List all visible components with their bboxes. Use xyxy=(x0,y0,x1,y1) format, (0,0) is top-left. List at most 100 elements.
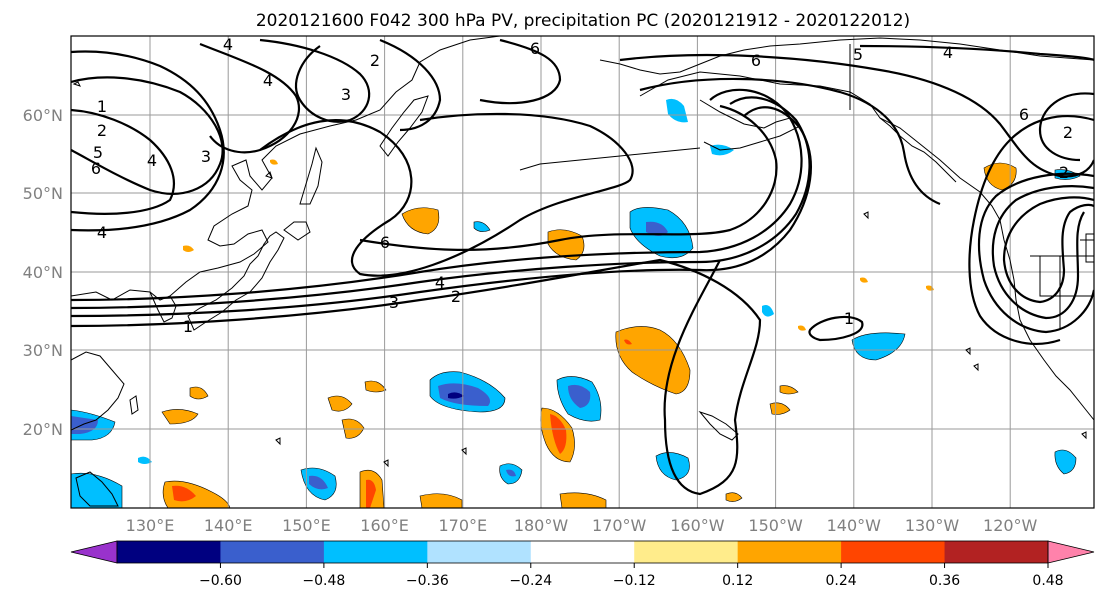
border-states xyxy=(1039,233,1094,330)
colorbar-extend-min xyxy=(70,540,118,564)
coastline-asia xyxy=(71,36,501,301)
colorbar-tick-label: −0.36 xyxy=(406,573,449,589)
shade-blob xyxy=(1054,449,1077,475)
shade-blob xyxy=(162,480,231,508)
precipitation-shading xyxy=(71,98,1081,508)
island xyxy=(72,81,81,87)
contour-label: 4 xyxy=(147,151,157,170)
shade-blob xyxy=(798,325,806,331)
colorbar-bin xyxy=(841,541,946,563)
pv-contours xyxy=(71,38,1094,496)
shade-blob xyxy=(983,162,1017,191)
contour-label: 6 xyxy=(530,39,540,58)
coastline-aleutians xyxy=(519,147,701,171)
coastline-canada xyxy=(879,117,957,183)
longitude-tick-label: 170°E xyxy=(438,516,487,535)
shade-blob xyxy=(624,339,632,345)
coastlines xyxy=(71,36,1094,507)
coastline-japan xyxy=(187,231,285,331)
shade-blob xyxy=(568,384,591,408)
shade-blob xyxy=(473,221,491,232)
contour-label: 5 xyxy=(93,143,103,162)
contour-label: 4 xyxy=(223,35,233,54)
pv-contour-top-b xyxy=(199,42,301,154)
island xyxy=(973,363,979,372)
shade-blob xyxy=(860,277,868,283)
coastline-china-south xyxy=(71,351,125,431)
latitude-tick-label: 30°N xyxy=(23,341,63,360)
pv-contour-right-d xyxy=(968,115,1094,345)
shade-blob xyxy=(550,414,567,454)
contour-label: 4 xyxy=(97,223,107,242)
shade-blob xyxy=(189,386,209,400)
longitude-tick-label: 150°W xyxy=(748,516,803,535)
latitude-tick-labels: 60°N 50°N 40°N 30°N 20°N xyxy=(23,106,63,439)
shade-blob xyxy=(655,452,690,481)
contour-label: 5 xyxy=(853,45,863,64)
longitude-tick-label: 170°W xyxy=(592,516,647,535)
coastline-north-america xyxy=(1015,299,1094,421)
pv-contour-right-b xyxy=(991,185,1094,320)
colorbar-bin xyxy=(220,541,325,563)
shade-blob xyxy=(559,492,607,508)
longitude-tick-label: 140°E xyxy=(204,516,253,535)
colorbar-tick-label: −0.24 xyxy=(509,573,552,589)
longitude-tick-label: 130°E xyxy=(126,516,175,535)
shade-blob xyxy=(183,245,194,252)
shade-blob xyxy=(725,492,743,502)
coastline-philippines xyxy=(75,471,119,507)
island xyxy=(265,171,273,179)
longitude-tick-label: 160°E xyxy=(360,516,409,535)
island xyxy=(965,347,971,356)
colorbar-bin xyxy=(117,541,221,563)
coastline-kamchatka xyxy=(379,95,429,157)
coastline-alaska-peninsula xyxy=(699,99,801,151)
pv-contour-small xyxy=(808,315,864,342)
pv-contour-right-a xyxy=(1002,196,1094,304)
colorbar-extend-max xyxy=(1047,540,1095,564)
pv-contour-bering xyxy=(639,77,941,206)
contour-label: 2 xyxy=(1063,123,1073,142)
shade-blob xyxy=(615,326,691,395)
coastline-alaska xyxy=(639,71,1017,301)
pv-contour-top-c xyxy=(379,38,442,132)
contour-label: 2 xyxy=(1059,163,1069,182)
colorbar-tick-label: −0.12 xyxy=(613,573,656,589)
latitude-tick-label: 50°N xyxy=(23,184,63,203)
shade-blob xyxy=(364,380,387,393)
pv-contour-top-f xyxy=(859,44,1094,62)
island xyxy=(383,459,389,468)
shade-blob xyxy=(172,485,196,502)
shade-blob xyxy=(926,285,934,291)
shade-blob xyxy=(666,98,688,123)
pv-contour-lobe-left xyxy=(71,76,224,195)
contour-label: 1 xyxy=(97,97,107,116)
shade-blob xyxy=(851,332,906,361)
colorbar-bin xyxy=(944,541,1049,563)
latitude-tick-label: 20°N xyxy=(23,420,63,439)
island xyxy=(461,447,467,456)
pv-contour-top-a xyxy=(259,38,371,123)
pv-contour-right-e xyxy=(1038,92,1094,162)
contour-label: 1 xyxy=(844,309,854,328)
pv-contour-3 xyxy=(71,96,811,310)
colorbar-tick-label: −0.60 xyxy=(199,573,242,589)
contour-label: 2 xyxy=(451,287,461,306)
island xyxy=(863,211,869,220)
pv-contour-1 xyxy=(71,258,762,496)
contour-label: 6 xyxy=(91,159,101,178)
pv-contour-6a xyxy=(359,104,778,251)
contour-label: 2 xyxy=(370,51,380,70)
pv-contour-top-d xyxy=(479,38,562,105)
colorbar-tick-label: 0.36 xyxy=(929,573,960,589)
shade-blob xyxy=(438,383,491,406)
shade-blob xyxy=(769,402,791,415)
coastline-taiwan xyxy=(129,395,139,415)
colorbar-tick-label: 0.12 xyxy=(722,573,753,589)
longitude-tick-labels: 130°E 140°E 150°E 160°E 170°E 180°W 170°W 160°W… xyxy=(126,516,1038,535)
contour-labels: 4 2 6 6 4 5 4 1 2 3 4 5 6 3 4 6 4 3 2 1 … xyxy=(91,35,1073,336)
map-panel: 4 2 6 6 4 5 4 1 2 3 4 5 6 3 4 6 4 3 2 1 … xyxy=(71,35,1094,508)
island xyxy=(1081,431,1087,440)
shade-blob xyxy=(448,392,464,399)
